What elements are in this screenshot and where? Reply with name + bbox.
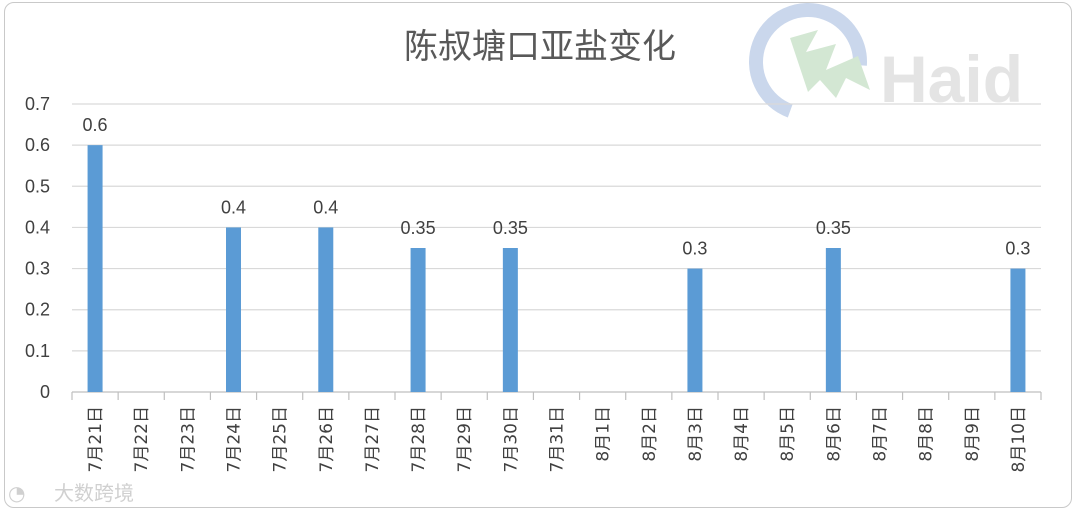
x-tick-label: 8月1日 — [594, 406, 614, 462]
y-tick-label: 0.3 — [25, 259, 50, 279]
watermark-text: 大数跨境 — [54, 481, 134, 505]
x-tick-label: 8月3日 — [686, 406, 706, 462]
x-tick-label: 7月23日 — [178, 406, 198, 472]
x-tick-label: 8月9日 — [963, 406, 983, 462]
bar — [226, 227, 241, 392]
gridlines — [71, 103, 1042, 400]
x-tick-label: 8月7日 — [871, 406, 891, 462]
bars — [87, 145, 1026, 392]
data-labels: 0.6 0.4 0.4 0.35 0.35 0.3 0.35 0.3 — [83, 115, 1031, 258]
x-tick-label: 7月31日 — [548, 406, 568, 472]
x-tick-label: 8月2日 — [640, 406, 660, 462]
x-tick-label: 7月25日 — [271, 406, 291, 472]
x-tick-label: 7月29日 — [455, 406, 475, 472]
y-axis: 0 0.1 0.2 0.3 0.4 0.5 0.6 0.7 — [25, 94, 50, 402]
chart-frame — [4, 2, 1072, 508]
y-tick-label: 0 — [40, 382, 50, 402]
bar — [87, 145, 103, 392]
bar — [318, 227, 334, 392]
x-tick-label: 8月8日 — [917, 406, 937, 462]
data-label: 0.4 — [313, 197, 338, 217]
x-tick-label: 7月27日 — [363, 406, 383, 472]
x-tick-label: 7月28日 — [409, 406, 429, 472]
y-tick-label: 0.6 — [25, 135, 50, 155]
data-label: 0.35 — [816, 218, 851, 238]
x-tick-label: 8月10日 — [1009, 406, 1029, 472]
data-label: 0.35 — [401, 218, 436, 238]
y-tick-label: 0.2 — [25, 300, 50, 320]
x-tick-label: 7月26日 — [317, 406, 337, 472]
y-tick-label: 0.7 — [25, 94, 50, 114]
x-tick-label: 7月22日 — [132, 406, 152, 472]
y-tick-label: 0.5 — [25, 176, 50, 196]
x-tick-label: 8月6日 — [824, 406, 844, 462]
haid-logo: Haid — [749, 3, 1023, 121]
watermark-icon: ◔ — [8, 481, 25, 505]
x-tick-label: 8月4日 — [732, 406, 752, 462]
y-tick-label: 0.4 — [25, 217, 50, 237]
x-tick-label: 7月30日 — [501, 406, 521, 472]
bar — [502, 248, 518, 392]
bar — [687, 268, 703, 392]
x-tick-label: 7月21日 — [86, 406, 106, 472]
bar — [825, 248, 841, 392]
logo-text: Haid — [880, 42, 1023, 116]
data-label: 0.35 — [493, 218, 528, 238]
x-axis: 7月21日 7月22日 7月23日 7月24日 7月25日 7月26日 7月27日 7月28日… — [86, 406, 1029, 472]
x-tick-label: 7月24日 — [225, 406, 245, 472]
bar — [410, 248, 426, 392]
data-label: 0.6 — [83, 115, 108, 135]
x-tick-label: 8月5日 — [778, 406, 798, 462]
bar — [1010, 268, 1026, 392]
data-label: 0.3 — [682, 239, 707, 259]
watermark: ◔ 大数跨境 — [8, 481, 134, 505]
data-label: 0.4 — [221, 197, 246, 217]
y-tick-label: 0.1 — [25, 341, 50, 361]
chart-title: 陈叔塘口亚盐变化 — [404, 27, 676, 67]
data-label: 0.3 — [1005, 239, 1030, 259]
